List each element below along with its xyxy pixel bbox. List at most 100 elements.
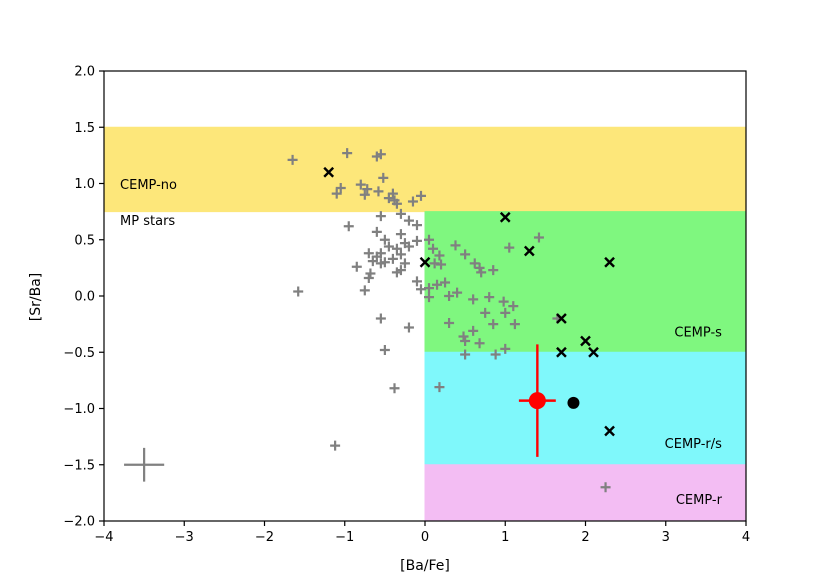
mp-star-point — [351, 261, 362, 272]
mp-star-point — [335, 183, 346, 193]
mp-star-point — [415, 190, 426, 201]
mp-star-point — [363, 273, 374, 283]
axes-layer: −4 −3 −2 −1 0 1 2 3 4 2.0 1.5 1.0 0.5 0.0 −0.5 −1.0 −1.5… — [63, 65, 750, 546]
mp-star-point — [452, 287, 463, 298]
mp-star-point — [359, 285, 370, 296]
mp-star-point — [378, 172, 389, 183]
mp-star-point — [434, 382, 445, 393]
region-cemp-no — [103, 126, 747, 213]
x-tick-label: −1 — [335, 530, 354, 545]
mp-star-point — [395, 229, 406, 240]
mp-star-point — [395, 208, 406, 219]
region-label: CEMP-s — [674, 326, 722, 341]
mp-star-point — [533, 232, 544, 243]
mp-star-point — [375, 211, 386, 222]
highlight-point — [528, 392, 546, 410]
mp-star-point — [359, 189, 370, 200]
mp-star-point — [428, 243, 439, 254]
cemp-star-point — [556, 346, 567, 358]
mp-star-point — [444, 318, 455, 328]
mp-star-point — [600, 482, 611, 493]
region-layer — [103, 126, 747, 522]
y-tick-label: 2.0 — [74, 65, 95, 80]
cemp-star-point — [588, 346, 599, 358]
region-label: MP stars — [120, 214, 175, 229]
mp-star-point — [460, 336, 471, 346]
mp-star-point — [355, 179, 366, 190]
mp-star-point — [444, 291, 455, 301]
cemp-star-point — [323, 166, 335, 178]
mp-star-point — [395, 249, 406, 260]
mp-star-point — [411, 235, 422, 246]
y-tick-label: 1.5 — [74, 121, 95, 136]
cemp-star-point — [523, 245, 535, 257]
mp-star-point — [362, 184, 373, 195]
mp-star-point — [504, 242, 515, 253]
mp-star-point — [331, 188, 342, 199]
y-tick-label: −2.0 — [63, 515, 95, 530]
region-cemp-r-s — [424, 351, 747, 466]
mp-star-point — [375, 258, 386, 269]
data-point-layer — [124, 148, 615, 493]
mp-star-point — [363, 248, 374, 259]
mp-star-point — [379, 345, 390, 355]
region-label: CEMP-no — [120, 178, 177, 193]
mp-star-point — [383, 241, 394, 252]
x-tick-label: 0 — [421, 530, 429, 545]
mp-star-point — [403, 215, 414, 226]
mp-star-point — [343, 221, 354, 232]
mp-star-point — [474, 262, 485, 273]
mp-star-point — [411, 276, 422, 287]
x-tick-label: −3 — [175, 530, 194, 545]
y-tick-label: 0.5 — [74, 233, 95, 248]
region-label-layer: CEMP-no MP stars CEMP-s CEMP-r/s CEMP-r — [120, 178, 723, 508]
mp-star-point — [293, 286, 304, 297]
black-point — [567, 396, 580, 409]
mp-star-point — [480, 307, 491, 318]
mp-star-point — [391, 198, 402, 209]
y-tick-label: 0.0 — [74, 290, 95, 305]
mp-star-point — [287, 154, 298, 165]
mp-star-point — [415, 284, 426, 295]
x-tick-label: 1 — [501, 530, 509, 545]
mp-star-point — [429, 258, 440, 269]
mp-star-point — [330, 440, 341, 451]
region-label: CEMP-r — [676, 493, 723, 508]
mp-star-point — [500, 343, 511, 354]
mp-star-point — [371, 226, 382, 237]
mp-star-point — [342, 148, 353, 159]
mp-star-point — [424, 292, 435, 303]
mp-star-point — [440, 277, 451, 288]
region-cemp-s — [424, 211, 747, 353]
mp-star-point — [450, 240, 461, 251]
mp-star-point — [389, 383, 400, 394]
mp-star-point — [375, 149, 386, 160]
typical-error-bar — [124, 447, 165, 482]
mp-star-point — [460, 349, 471, 360]
mp-star-point — [373, 186, 384, 197]
mp-star-point — [403, 322, 414, 333]
region-cemp-r — [424, 464, 747, 522]
cemp-star-point — [499, 211, 511, 223]
y-tick-label: −1.0 — [63, 402, 95, 417]
mp-star-point — [468, 294, 479, 305]
mp-star-point — [490, 349, 501, 360]
mp-star-point — [391, 243, 402, 254]
mp-star-point — [407, 196, 418, 207]
mp-star-point — [399, 258, 410, 269]
mp-star-point — [436, 259, 447, 270]
mp-star-point — [509, 319, 520, 330]
x-tick-label: 3 — [662, 530, 670, 545]
mp-star-point — [383, 193, 394, 204]
mp-star-point — [411, 220, 422, 231]
mp-star-point — [379, 234, 390, 245]
mp-star-point — [488, 319, 499, 330]
mp-star-point — [500, 307, 511, 318]
cemp-star-point — [580, 335, 591, 347]
mp-star-point — [469, 258, 480, 269]
mp-star-point — [375, 313, 386, 324]
x-tick-label: 4 — [742, 530, 750, 545]
mp-star-point — [476, 267, 487, 278]
mp-star-point — [458, 331, 469, 342]
